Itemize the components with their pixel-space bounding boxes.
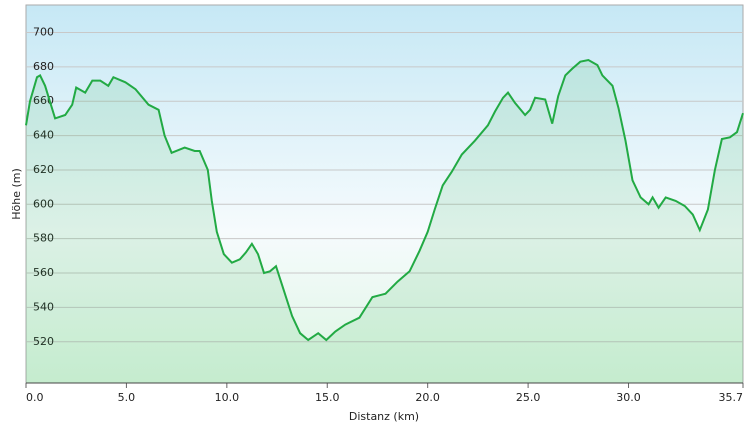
x-axis-label: Distanz (km) <box>349 410 419 423</box>
line <box>25 58 744 342</box>
x-tick-label: 25.0 <box>516 391 541 404</box>
x-tick-label: 10.0 <box>215 391 240 404</box>
x-tick-label: 20.0 <box>415 391 440 404</box>
y-tick-label: 520 <box>33 335 54 348</box>
y-tick-label: 680 <box>33 60 54 73</box>
y-tick-label: 600 <box>33 197 54 210</box>
y-axis-label: Höhe (m) <box>10 168 23 220</box>
area <box>26 60 743 383</box>
y-tick-label: 640 <box>33 129 54 142</box>
plot-area <box>25 4 744 384</box>
y-tick-label: 560 <box>33 266 54 279</box>
y-tick-label: 540 <box>33 300 54 313</box>
y-tick-label: 580 <box>33 232 54 245</box>
x-tick-label: 0.0 <box>26 391 44 404</box>
y-tick-label: 620 <box>33 163 54 176</box>
x-tick-label: 35.7 <box>719 391 744 404</box>
x-tick-label: 5.0 <box>118 391 136 404</box>
x-tick-label: 30.0 <box>616 391 641 404</box>
y-tick-label: 700 <box>33 25 54 38</box>
x-tick-label: 15.0 <box>315 391 340 404</box>
